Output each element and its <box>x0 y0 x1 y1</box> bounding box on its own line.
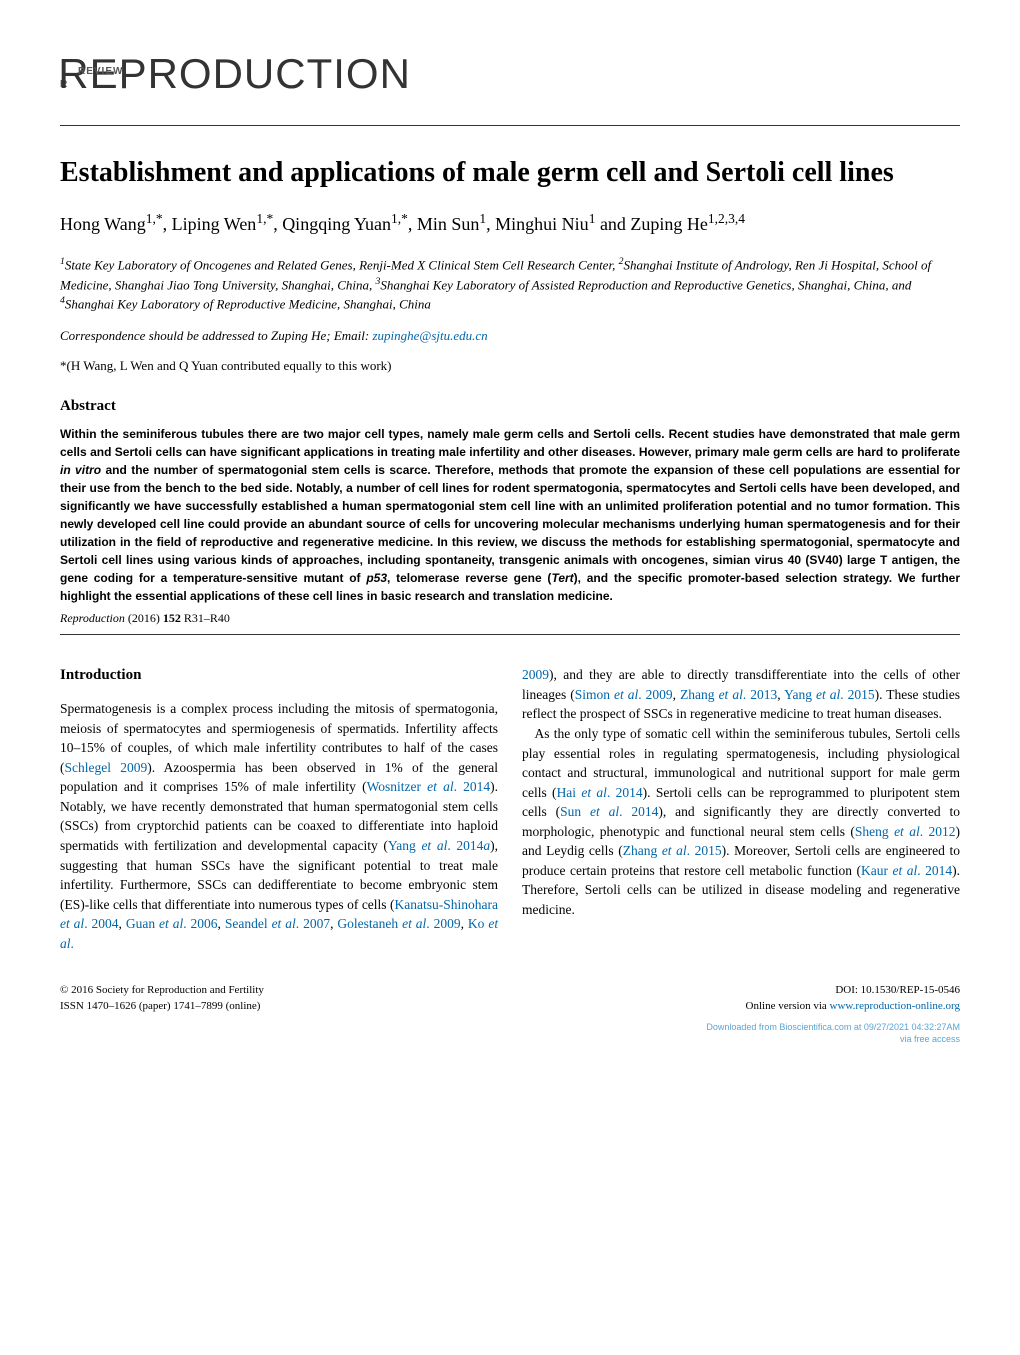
article-title: Establishment and applications of male g… <box>60 156 960 190</box>
body-columns: Introduction Spermatogenesis is a comple… <box>60 665 960 953</box>
correspondence: Correspondence should be addressed to Zu… <box>60 328 960 344</box>
introduction-heading: Introduction <box>60 665 498 687</box>
download-note: Downloaded from Bioscientifica.com at 09… <box>60 1022 960 1045</box>
citation-year: (2016) <box>128 611 160 625</box>
download-access: via free access <box>60 1034 960 1046</box>
copyright-text: © 2016 Society for Reproduction and Fert… <box>60 983 264 998</box>
intro-paragraph-2: 2009), and they are able to directly tra… <box>522 665 960 919</box>
correspondence-email-link[interactable]: zupinghe@sjtu.edu.cn <box>372 328 487 343</box>
citation-volume: 152 <box>163 611 181 625</box>
abstract-heading: Abstract <box>60 398 960 415</box>
page-footer: © 2016 Society for Reproduction and Fert… <box>60 983 960 1014</box>
section-divider <box>60 634 960 635</box>
online-version-link[interactable]: www.reproduction-online.org <box>830 1000 960 1012</box>
authors-list: Hong Wang1,*, Liping Wen1,*, Qingqing Yu… <box>60 210 960 237</box>
citation-pages: R31–R40 <box>184 611 230 625</box>
citation-journal: Reproduction <box>60 611 125 625</box>
download-timestamp: Downloaded from Bioscientifica.com at 09… <box>60 1022 960 1034</box>
footer-right: DOI: 10.1530/REP-15-0546 Online version … <box>746 983 960 1014</box>
equal-contribution-note: *(H Wang, L Wen and Q Yuan contributed e… <box>60 358 960 374</box>
online-version-text: Online version via <box>746 1000 830 1012</box>
abstract-body: Within the seminiferous tubules there ar… <box>60 425 960 605</box>
correspondence-text: Correspondence should be addressed to Zu… <box>60 328 372 343</box>
journal-header: RREPRODUCTION REVIEW <box>60 50 960 126</box>
footer-left: © 2016 Society for Reproduction and Fert… <box>60 983 264 1014</box>
affiliations: 1State Key Laboratory of Oncogenes and R… <box>60 255 960 314</box>
intro-paragraph-1: Spermatogenesis is a complex process inc… <box>60 699 498 953</box>
issn-text: ISSN 1470–1626 (paper) 1741–7899 (online… <box>60 999 264 1014</box>
review-label: REVIEW <box>78 66 123 77</box>
citation-line: Reproduction (2016) 152 R31–R40 <box>60 611 960 626</box>
doi-text: DOI: 10.1530/REP-15-0546 <box>746 983 960 998</box>
